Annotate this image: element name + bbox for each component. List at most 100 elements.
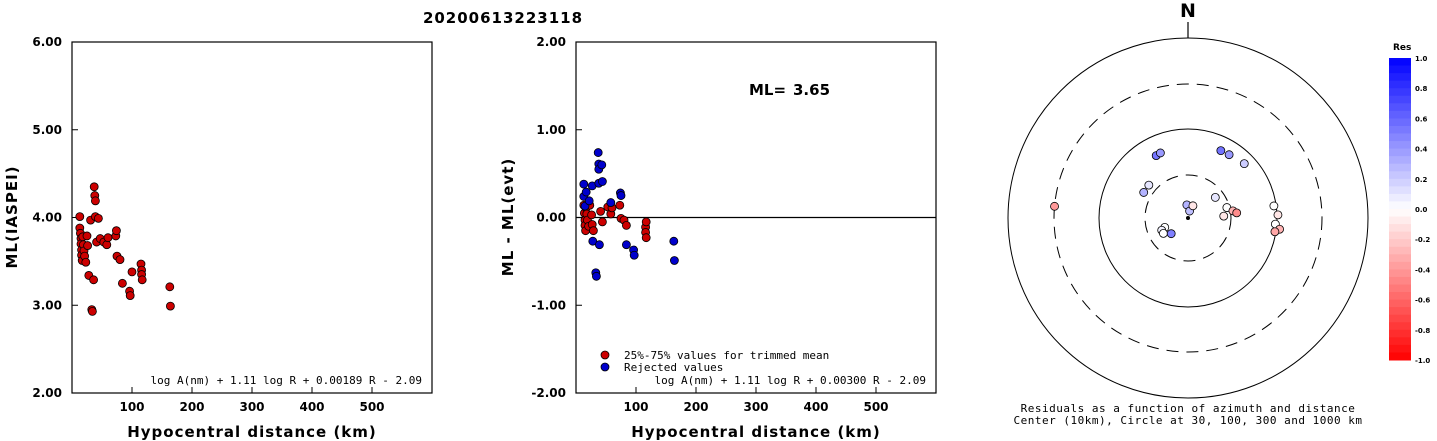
colorbar-cell bbox=[1389, 292, 1411, 301]
colorbar-cell bbox=[1389, 178, 1411, 187]
y-tick-label: 4.00 bbox=[32, 211, 62, 225]
colorbar-cell bbox=[1389, 58, 1411, 67]
residual-vs-distance-panel: 100 200 300 400 500 -2.00 -1.00 0.00 1.00 2.00 ML… bbox=[499, 35, 937, 441]
station-marker bbox=[1166, 229, 1176, 239]
x-tick-label: 300 bbox=[743, 400, 768, 414]
y-tick-label: 0.00 bbox=[536, 211, 566, 225]
colorbar-cell bbox=[1389, 186, 1411, 195]
y-tick-label: 5.00 bbox=[32, 123, 62, 137]
colorbar-cell bbox=[1389, 193, 1411, 202]
ml-vs-distance-panel: 100 200 300 400 500 2.00 3.00 4.00 5.00 6.00 log … bbox=[3, 35, 433, 441]
x-tick-label: 300 bbox=[239, 400, 264, 414]
circle-30km bbox=[1144, 174, 1232, 262]
colorbar-cell bbox=[1389, 322, 1411, 331]
data-point bbox=[89, 275, 98, 285]
y-tick-label: 1.00 bbox=[536, 123, 566, 137]
rejected-point bbox=[581, 187, 591, 197]
trimmed-point bbox=[596, 206, 605, 216]
y-tick-label: 6.00 bbox=[32, 35, 62, 49]
colorbar-cell bbox=[1389, 269, 1411, 278]
rejected-point bbox=[584, 196, 594, 206]
colorbar-cell bbox=[1389, 125, 1411, 134]
station-marker bbox=[1159, 228, 1168, 238]
x-tick-label: 500 bbox=[863, 400, 888, 414]
rejected-point bbox=[593, 148, 603, 157]
epicenter-marker bbox=[1186, 216, 1190, 220]
event-title: 20200613223118 bbox=[423, 9, 583, 27]
y-axis-label: ML - ML(evt) bbox=[499, 158, 517, 276]
map-caption-line-2: Center (10km), Circle at 30, 100, 300 an… bbox=[1013, 414, 1362, 427]
trimmed-point bbox=[641, 233, 651, 243]
y-tick-label: -2.00 bbox=[531, 386, 566, 400]
colorbar-tick-label: 0.0 bbox=[1415, 206, 1428, 214]
data-point bbox=[88, 306, 97, 316]
station-marker bbox=[1224, 150, 1234, 160]
colorbar-title: Res bbox=[1393, 43, 1411, 53]
data-point bbox=[75, 212, 85, 222]
colorbar-cell bbox=[1389, 352, 1411, 361]
colorbar-cell bbox=[1389, 261, 1411, 270]
y-tick-label: 2.00 bbox=[32, 386, 62, 400]
rejected-point bbox=[579, 179, 589, 189]
colorbar-cell bbox=[1389, 216, 1411, 225]
data-point bbox=[115, 255, 125, 265]
colorbar-cells bbox=[1389, 58, 1411, 361]
colorbar-cell bbox=[1389, 201, 1411, 210]
rejected-point bbox=[597, 160, 607, 170]
data-point bbox=[82, 231, 92, 241]
colorbar-cell bbox=[1389, 80, 1411, 89]
x-axis-label: Hypocentral distance (km) bbox=[631, 423, 881, 441]
colorbar-cell bbox=[1389, 314, 1411, 323]
colorbar-cell bbox=[1389, 344, 1411, 353]
legend-rejected-label: Rejected values bbox=[624, 361, 723, 374]
data-point bbox=[89, 182, 99, 192]
data-point bbox=[103, 233, 113, 243]
colorbar-tick-label: -0.4 bbox=[1415, 266, 1430, 274]
y-axis-label: ML(IASPEI) bbox=[3, 165, 21, 268]
map-caption-line-1: Residuals as a function of azimuth and d… bbox=[1021, 402, 1356, 415]
ml-label: ML= bbox=[749, 81, 786, 99]
data-point bbox=[81, 257, 91, 267]
data-point bbox=[165, 301, 175, 311]
data-points bbox=[579, 148, 679, 281]
x-tick-label: 200 bbox=[683, 400, 708, 414]
station-marker bbox=[1232, 208, 1242, 218]
rejected-point bbox=[598, 177, 607, 186]
magnitude-formula: log A(nm) + 1.11 log R + 0.00189 R - 2.0… bbox=[150, 374, 422, 387]
axis-ticks: 100 200 300 400 500 2.00 3.00 4.00 5.00 6.00 bbox=[32, 35, 384, 414]
circle-300km bbox=[1053, 83, 1323, 353]
colorbar-cell bbox=[1389, 284, 1411, 293]
station-marker bbox=[1219, 211, 1229, 221]
station-marker bbox=[1210, 193, 1220, 202]
residual-colorbar: Res 1.0 0.8 0.6 0.4 0.2 0.0 -0.2 -0.4 -0.6 -0.8 -1… bbox=[1389, 43, 1430, 365]
north-label: N bbox=[1180, 0, 1196, 22]
colorbar-tick-label: -0.8 bbox=[1415, 327, 1430, 335]
colorbar-cell bbox=[1389, 163, 1411, 172]
colorbar-tick-label: 1.0 bbox=[1415, 55, 1428, 63]
colorbar-cell bbox=[1389, 73, 1411, 82]
data-point bbox=[118, 278, 127, 288]
colorbar-cell bbox=[1389, 246, 1411, 255]
legend-marker-rejected bbox=[600, 362, 610, 372]
data-point bbox=[112, 226, 121, 236]
station-marker bbox=[1216, 146, 1226, 156]
data-point bbox=[165, 282, 175, 292]
y-tick-label: 2.00 bbox=[536, 35, 566, 49]
colorbar-tick-label: 0.4 bbox=[1415, 146, 1428, 154]
y-tick-label: -1.00 bbox=[531, 298, 566, 312]
colorbar-cell bbox=[1389, 329, 1411, 338]
x-tick-label: 100 bbox=[119, 400, 144, 414]
colorbar-tick-label: -0.2 bbox=[1415, 236, 1430, 244]
colorbar-cell bbox=[1389, 95, 1411, 104]
data-point bbox=[125, 291, 135, 300]
rejected-point bbox=[622, 240, 631, 250]
colorbar-cell bbox=[1389, 148, 1411, 157]
trimmed-point bbox=[622, 220, 631, 230]
x-tick-label: 100 bbox=[623, 400, 648, 414]
colorbar-cell bbox=[1389, 103, 1411, 112]
trimmed-point bbox=[641, 217, 651, 227]
station-marker bbox=[1188, 201, 1198, 211]
colorbar-cell bbox=[1389, 133, 1411, 142]
y-tick-label: 3.00 bbox=[32, 298, 62, 312]
